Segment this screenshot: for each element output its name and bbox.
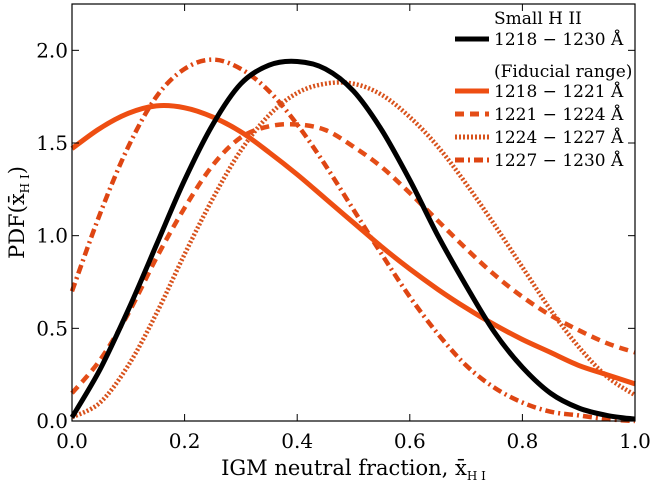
x-tick-label: 0.2 bbox=[169, 429, 201, 453]
legend-label: 1218 − 1221 Å bbox=[494, 81, 624, 102]
x-tick-label: 0.0 bbox=[56, 429, 88, 453]
axis-tick-labels: 0.0 0.2 0.4 0.6 0.8 1.0 0.0 0.5 1.0 1.5 2.0 bbox=[36, 38, 651, 453]
x-tick-label: 1.0 bbox=[619, 429, 651, 453]
series-lines bbox=[69, 57, 637, 424]
series-line-2 bbox=[70, 103, 636, 387]
plot-frame bbox=[71, 3, 636, 422]
x-axis-label: IGM neutral fraction, x̄H I bbox=[221, 456, 486, 483]
y-tick-label: 2.0 bbox=[36, 38, 68, 62]
x-tick-label: 0.6 bbox=[394, 429, 426, 453]
y-tick-label: 1.0 bbox=[36, 224, 68, 248]
series-line-3 bbox=[70, 121, 636, 395]
x-tick-label: 0.8 bbox=[506, 429, 538, 453]
x-tick-label: 0.4 bbox=[281, 429, 313, 453]
series-line-5 bbox=[69, 57, 636, 424]
y-tick-label: 0.0 bbox=[36, 409, 68, 433]
legend-label: 1221 − 1224 Å bbox=[494, 104, 624, 125]
legend-label: 1227 − 1230 Å bbox=[494, 150, 624, 171]
legend-title: Small H II bbox=[494, 9, 582, 29]
y-tick-label: 0.5 bbox=[36, 316, 68, 340]
legend-label: 1224 − 1227 Å bbox=[494, 127, 624, 148]
series-line-1 bbox=[69, 58, 636, 422]
legend: Small H II (Fiducial range) 1218 − 1230 … bbox=[455, 9, 632, 171]
series-line-4 bbox=[70, 80, 637, 420]
legend-label: 1218 − 1230 Å bbox=[494, 29, 624, 50]
y-tick-label: 1.5 bbox=[36, 131, 68, 155]
legend-note: (Fiducial range) bbox=[494, 62, 632, 82]
y-axis-label: PDF(x̄H I) bbox=[5, 166, 32, 259]
axis-ticks bbox=[71, 4, 636, 422]
